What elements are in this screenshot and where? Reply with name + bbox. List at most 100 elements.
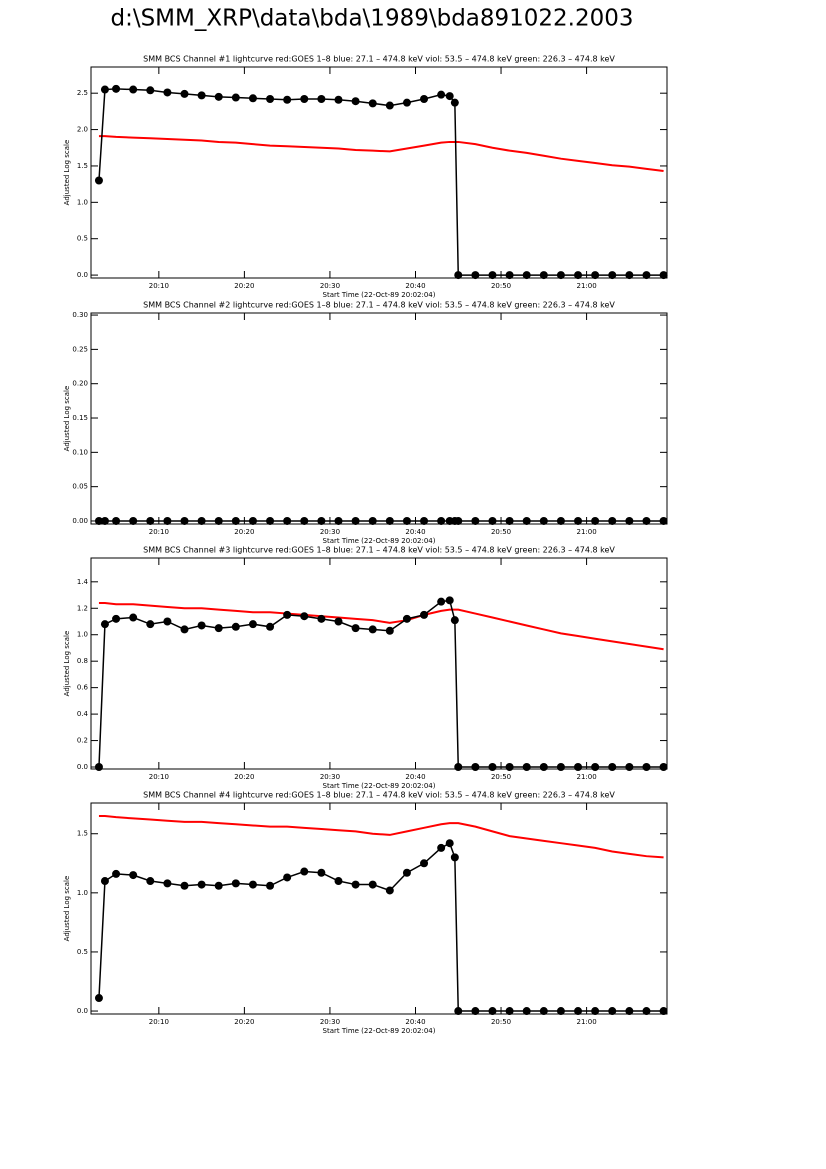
data-point	[445, 596, 454, 605]
panel-title: SMM BCS Channel #3 lightcurve red:GOES 1…	[143, 546, 615, 555]
data-point	[112, 84, 121, 93]
data-point	[625, 1007, 634, 1016]
x-tick-label: 20:10	[149, 282, 169, 290]
data-point	[197, 91, 206, 100]
data-point	[214, 516, 223, 525]
series-line	[98, 135, 664, 173]
data-point	[214, 92, 223, 101]
data-point	[351, 516, 360, 525]
data-point	[659, 763, 668, 772]
data-point	[539, 763, 548, 772]
x-axis-label: Start Time (22-Oct-89 20:02:04)	[323, 291, 436, 299]
data-point	[163, 617, 172, 626]
y-tick-label: 2.5	[77, 89, 88, 97]
data-point	[608, 271, 617, 280]
data-point	[248, 880, 257, 889]
data-point	[450, 616, 459, 625]
series-line	[98, 815, 664, 859]
data-point	[266, 516, 275, 525]
y-tick-label: 0.30	[72, 311, 88, 319]
x-tick-label: 20:10	[149, 528, 169, 536]
data-point	[385, 886, 394, 895]
data-point	[94, 994, 103, 1003]
x-tick-label: 20:10	[149, 1018, 169, 1026]
data-point	[522, 1007, 531, 1016]
x-axis-label: Start Time (22-Oct-89 20:02:04)	[323, 782, 436, 790]
data-point	[505, 763, 514, 772]
data-point	[351, 624, 360, 633]
data-point	[163, 88, 172, 97]
data-point	[522, 763, 531, 772]
data-point	[163, 879, 172, 888]
data-point	[317, 95, 326, 104]
data-point	[146, 877, 155, 886]
y-tick-label: 0.0	[77, 1007, 88, 1015]
y-tick-label: 0.5	[77, 235, 88, 243]
data-point	[266, 881, 275, 890]
data-point	[368, 516, 377, 525]
data-point	[100, 620, 109, 629]
data-point	[591, 271, 600, 280]
data-point	[129, 516, 138, 525]
x-tick-label: 20:20	[234, 1018, 254, 1026]
data-point	[231, 622, 240, 631]
data-point	[300, 867, 309, 876]
data-point	[368, 625, 377, 634]
y-tick-label: 1.5	[77, 162, 88, 170]
data-point	[402, 868, 411, 877]
x-tick-label: 20:20	[234, 282, 254, 290]
data-point	[317, 614, 326, 623]
x-tick-label: 21:00	[576, 773, 596, 781]
data-point	[300, 95, 309, 104]
data-point	[454, 516, 463, 525]
x-tick-label: 21:00	[576, 528, 596, 536]
data-point	[317, 868, 326, 877]
data-point	[608, 516, 617, 525]
data-point	[146, 620, 155, 629]
data-point	[231, 516, 240, 525]
data-point	[334, 617, 343, 626]
y-tick-label: 0.20	[72, 380, 88, 388]
x-tick-label: 20:50	[491, 1018, 511, 1026]
data-point	[197, 516, 206, 525]
data-point	[556, 516, 565, 525]
data-point	[608, 763, 617, 772]
data-point	[591, 1007, 600, 1016]
data-point	[437, 90, 446, 99]
y-tick-label: 0.2	[77, 737, 88, 745]
data-point	[402, 614, 411, 623]
data-point	[539, 516, 548, 525]
data-point	[129, 871, 138, 880]
data-point	[180, 625, 189, 634]
data-point	[180, 881, 189, 890]
x-tick-label: 20:50	[491, 528, 511, 536]
x-axis-label: Start Time (22-Oct-89 20:02:04)	[323, 1027, 436, 1035]
y-tick-label: 0.15	[72, 414, 88, 422]
x-tick-label: 20:40	[405, 1018, 425, 1026]
data-point	[420, 95, 429, 104]
data-point	[129, 85, 138, 94]
data-point	[556, 1007, 565, 1016]
data-point	[420, 859, 429, 868]
x-tick-label: 20:40	[405, 528, 425, 536]
data-point	[556, 271, 565, 280]
y-tick-label: 0.0	[77, 271, 88, 279]
data-point	[129, 613, 138, 622]
data-point	[402, 98, 411, 107]
y-tick-label: 0.10	[72, 448, 88, 456]
data-point	[300, 516, 309, 525]
series-line	[98, 601, 664, 651]
y-tick-label: 1.0	[77, 198, 88, 206]
data-point	[522, 271, 531, 280]
y-axis-label: Adjusted Log scale	[63, 386, 71, 452]
y-tick-label: 1.4	[77, 578, 89, 586]
data-point	[471, 516, 480, 525]
data-point	[625, 516, 634, 525]
data-point	[283, 95, 292, 104]
data-point	[471, 763, 480, 772]
data-point	[368, 880, 377, 889]
data-point	[642, 763, 651, 772]
y-axis-label: Adjusted Log scale	[63, 876, 71, 942]
